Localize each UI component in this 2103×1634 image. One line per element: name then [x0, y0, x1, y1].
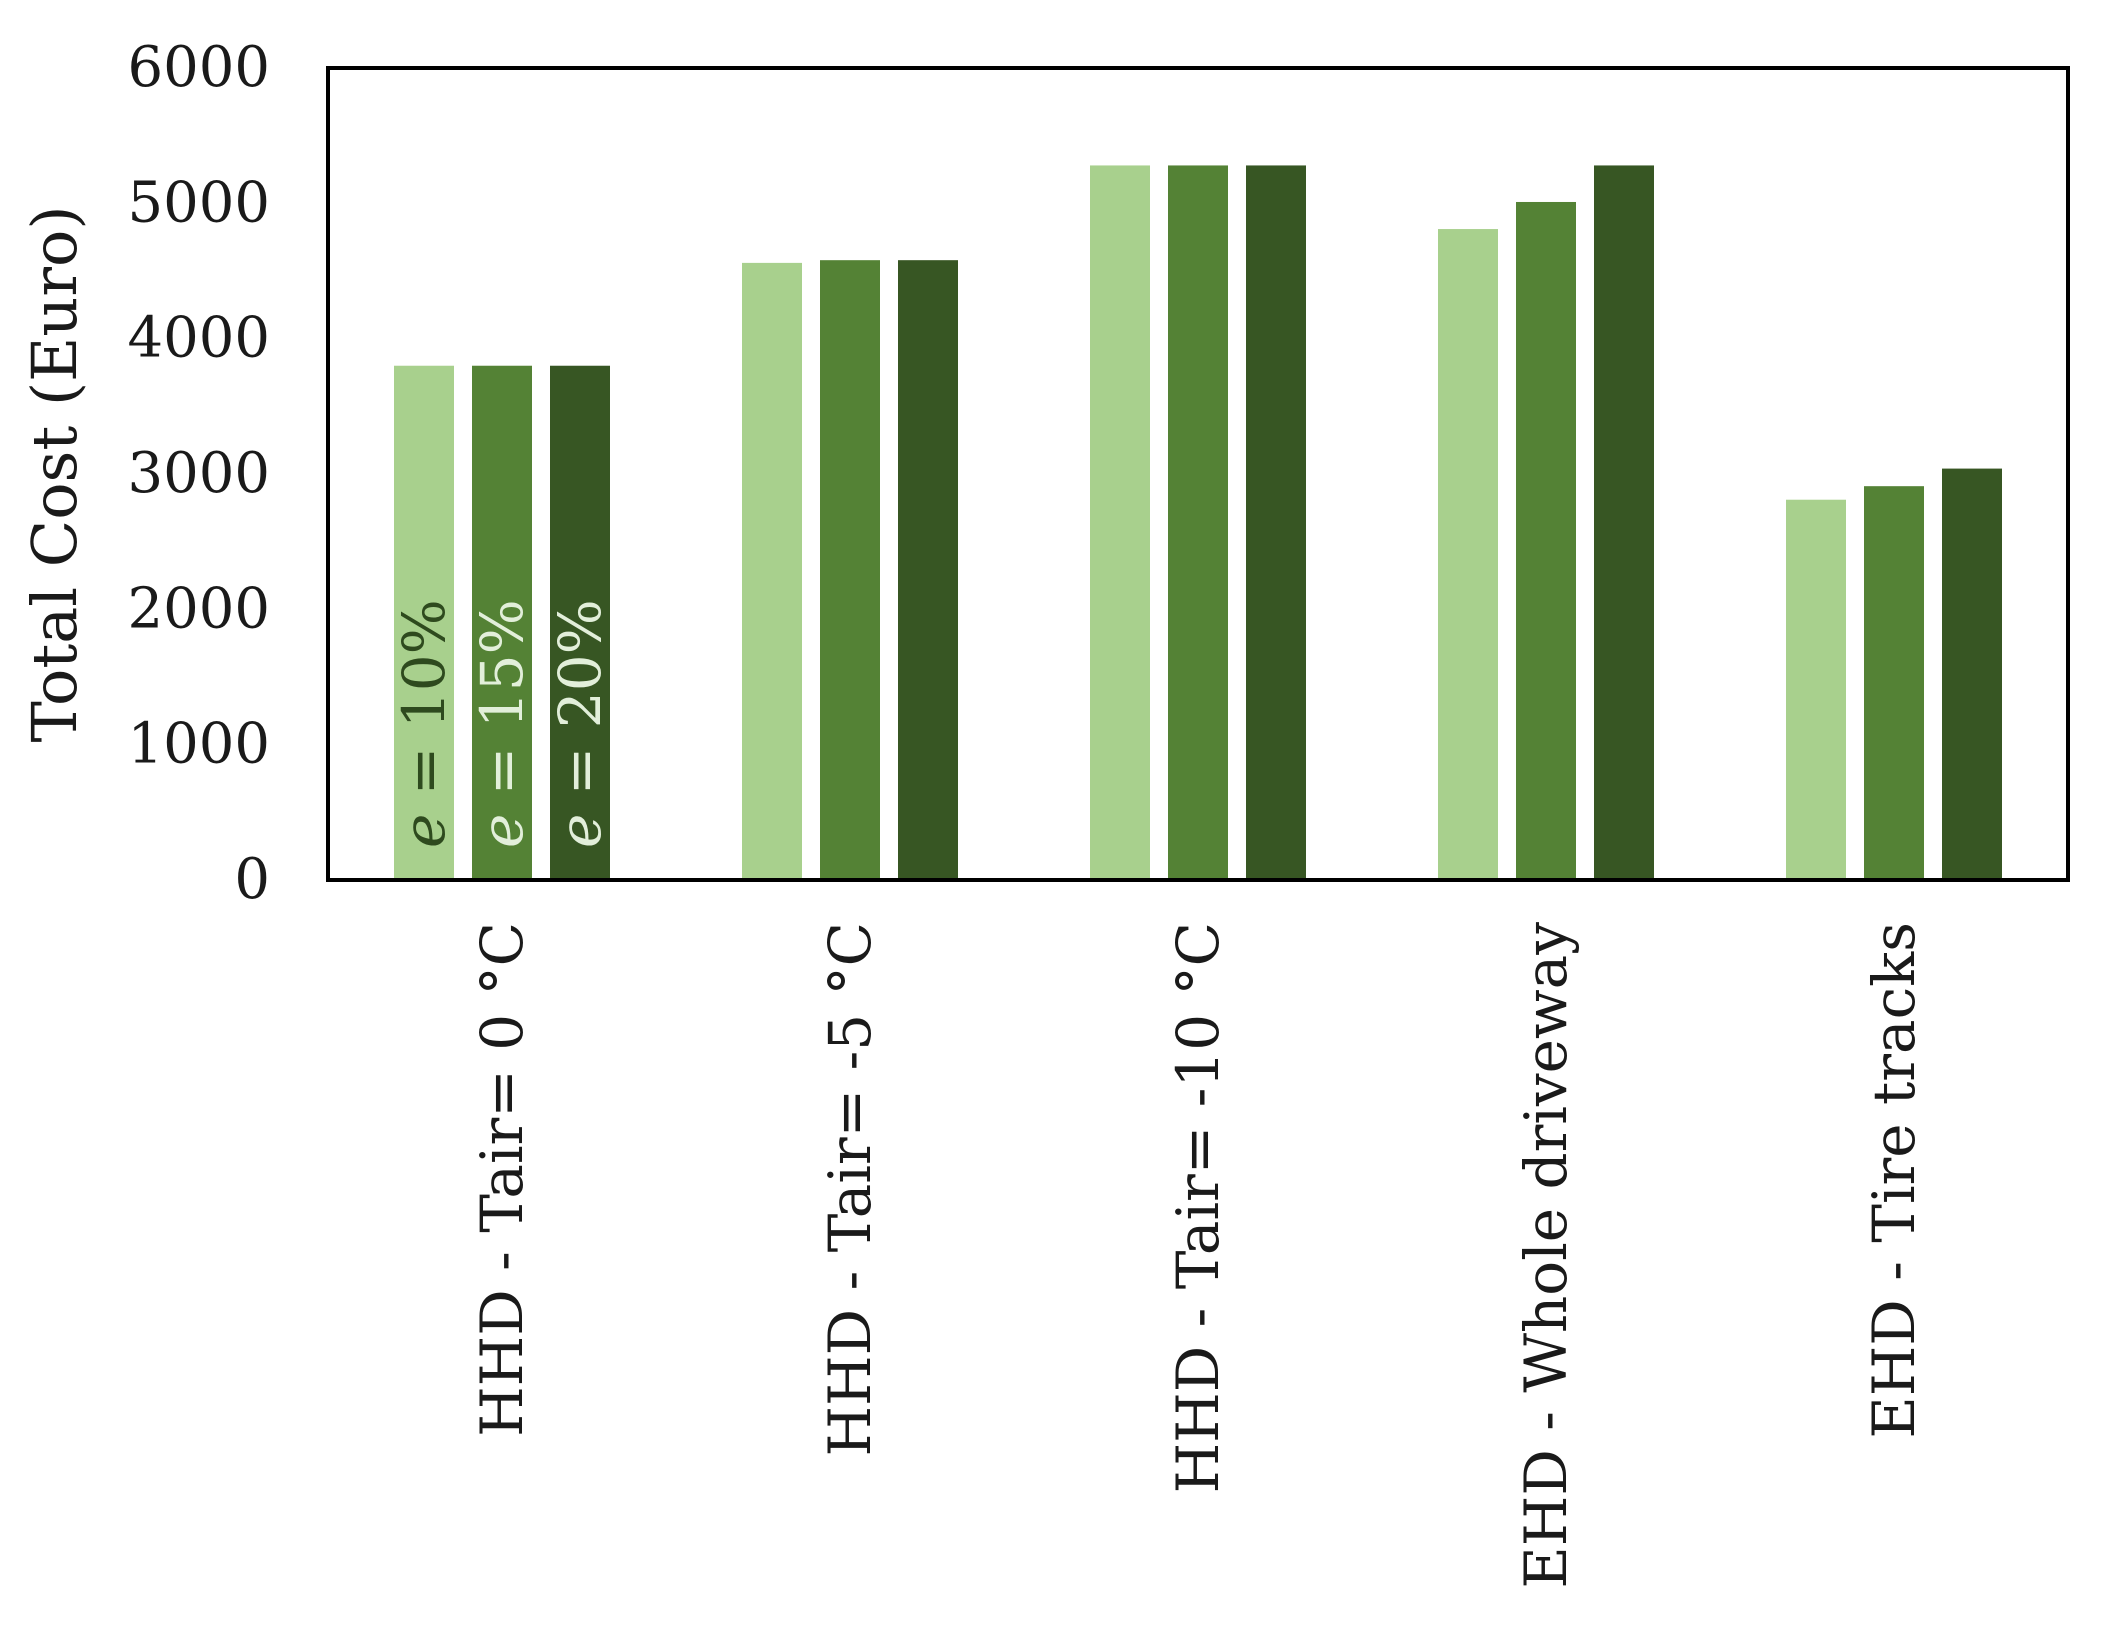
bar: [898, 260, 958, 880]
y-tick-label: 4000: [127, 306, 270, 371]
series-label: e = 20%: [546, 599, 614, 848]
series-label-value: = 10%: [390, 599, 458, 813]
y-tick-label: 6000: [127, 35, 270, 100]
bar: [1438, 229, 1498, 881]
category-label: EHD - Whole driveway: [1512, 922, 1580, 1589]
bar: [1786, 499, 1846, 880]
category-label: HHD - Tair= -5 °C: [816, 922, 884, 1457]
series-labels: e = 10%e = 15%e = 20%: [390, 599, 614, 848]
series-label-symbol: e: [468, 814, 536, 848]
category-label: HHD - Tair= 0 °C: [468, 922, 536, 1437]
bar: [1942, 468, 2002, 880]
bar: [1246, 165, 1306, 880]
bar: [394, 365, 454, 880]
bar: [472, 365, 532, 880]
plot-frame: [326, 66, 2070, 882]
series-label: e = 15%: [468, 599, 536, 848]
bar: [1516, 201, 1576, 881]
series-label: e = 10%: [390, 599, 458, 848]
category-label: HHD - Tair= -10 °C: [1164, 922, 1232, 1493]
series-label-symbol: e: [546, 814, 614, 848]
bar: [1594, 165, 1654, 880]
category-label: EHD - Tire tracks: [1860, 922, 1928, 1439]
y-tick-label: 2000: [127, 576, 270, 641]
series-label-value: = 15%: [468, 599, 536, 813]
y-tick-label: 1000: [127, 712, 270, 777]
bar: [1168, 165, 1228, 880]
x-axis: HHD - Tair= 0 °C HHD - Tair= -5 °C HHD - T…: [468, 922, 1928, 1589]
y-tick-label: 3000: [127, 441, 270, 506]
bar: [550, 365, 610, 880]
bar: [1090, 165, 1150, 880]
y-axis: 0 1000 2000 3000 4000 5000 6000: [127, 35, 270, 912]
series-label-symbol: e: [390, 814, 458, 848]
bar: [1864, 486, 1924, 880]
bar: [820, 260, 880, 880]
y-tick-label: 5000: [127, 170, 270, 235]
bars: [394, 165, 2002, 881]
series-label-value: = 20%: [546, 599, 614, 813]
bar: [742, 262, 802, 880]
y-tick-label: 0: [234, 847, 270, 912]
y-axis-title: Total Cost (Euro): [18, 205, 91, 742]
